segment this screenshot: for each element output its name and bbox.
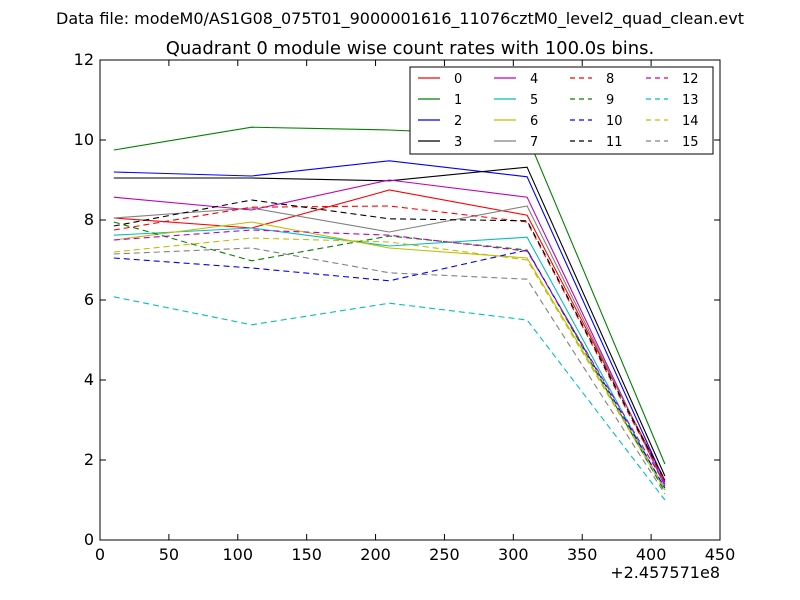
series-line-5 — [113, 227, 666, 491]
x-tick-label: 0 — [95, 545, 105, 564]
legend-label-4: 4 — [530, 72, 538, 87]
legend-label-2: 2 — [454, 114, 462, 129]
x-tick-label: 50 — [159, 545, 179, 564]
series-line-2 — [113, 160, 666, 483]
series-line-0 — [113, 189, 666, 481]
y-tick-label: 6 — [84, 290, 94, 309]
legend-label-12: 12 — [682, 72, 699, 87]
x-tick-label: 150 — [291, 545, 322, 564]
series-line-12 — [113, 229, 666, 485]
chart-title: Quadrant 0 module wise count rates with … — [166, 38, 655, 59]
x-tick-label: 250 — [429, 545, 460, 564]
series-line-4 — [113, 179, 666, 487]
legend-label-5: 5 — [530, 93, 538, 108]
y-tick-label: 0 — [84, 530, 94, 549]
x-tick-label: 100 — [223, 545, 254, 564]
legend-label-15: 15 — [682, 135, 699, 150]
y-tick-label: 4 — [84, 370, 94, 389]
series-line-9 — [113, 221, 666, 493]
x-tick-label: 300 — [498, 545, 529, 564]
series-line-14 — [113, 237, 666, 491]
legend-label-1: 1 — [454, 93, 462, 108]
series-line-10 — [113, 249, 666, 489]
series-line-15 — [113, 247, 666, 495]
series-layer — [113, 126, 666, 501]
legend-label-3: 3 — [454, 135, 462, 150]
x-offset-label: +2.457571e8 — [610, 563, 720, 582]
series-line-13 — [113, 296, 666, 501]
x-tick-label: 200 — [360, 545, 391, 564]
legend-label-0: 0 — [454, 72, 462, 87]
legend-label-13: 13 — [682, 93, 699, 108]
y-tick-label: 8 — [84, 210, 94, 229]
series-line-1 — [113, 126, 666, 465]
legend-label-10: 10 — [606, 114, 623, 129]
legend-frame — [409, 66, 714, 155]
y-tick-label: 10 — [74, 130, 94, 149]
legend-label-11: 11 — [606, 135, 623, 150]
legend-label-6: 6 — [530, 114, 538, 129]
chart-suptitle: Data file: modeM0/AS1G08_075T01_90000016… — [56, 9, 744, 29]
legend-label-8: 8 — [606, 72, 614, 87]
legend-label-7: 7 — [530, 135, 538, 150]
series-line-7 — [113, 205, 666, 485]
y-tick-label: 2 — [84, 450, 94, 469]
x-tick-label: 400 — [636, 545, 667, 564]
series-line-8 — [113, 205, 666, 483]
x-tick-label: 350 — [567, 545, 598, 564]
series-line-6 — [113, 221, 666, 489]
x-tick-label: 450 — [705, 545, 736, 564]
series-line-11 — [113, 199, 666, 481]
legend-label-14: 14 — [682, 114, 699, 129]
plot-frame — [99, 59, 721, 541]
series-line-3 — [113, 166, 666, 477]
y-tick-label: 12 — [74, 50, 94, 69]
legend-label-9: 9 — [606, 93, 614, 108]
